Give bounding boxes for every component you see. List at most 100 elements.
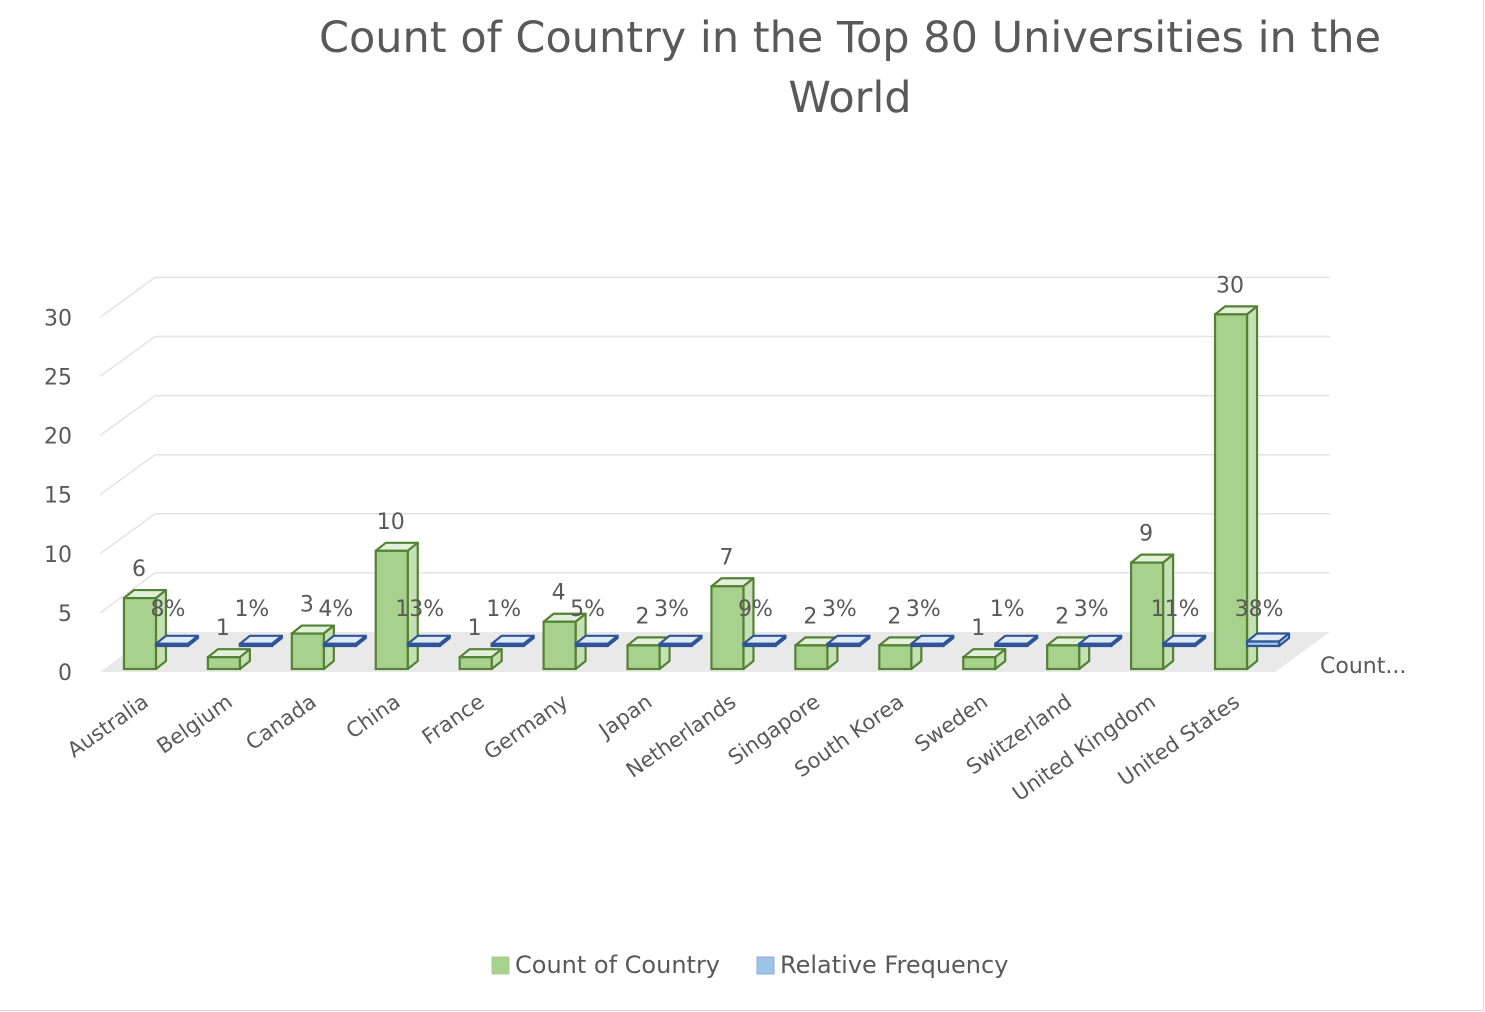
y-tick-label: 30	[44, 306, 72, 331]
bar-count-netherlands	[710, 577, 755, 671]
data-label-count: 1	[216, 616, 230, 641]
bar-count-united-states	[1213, 305, 1259, 671]
bar-relfreq-germany	[574, 634, 619, 648]
bar-relfreq-united-states-front	[1245, 640, 1281, 648]
category-label: Germany	[480, 689, 573, 764]
y-axis-tick-labels: 0 5 10 15 20 25 30	[44, 306, 72, 686]
data-label-relfreq: 3%	[906, 597, 941, 622]
bar-count-united-kingdom-front	[1130, 561, 1165, 671]
category-label: Belgium	[152, 689, 236, 758]
bar-relfreq-switzerland	[1078, 634, 1123, 648]
gridline-side-6	[99, 276, 156, 319]
bar-relfreq-united-kingdom-front	[1162, 642, 1197, 648]
bar-relfreq-china-front	[406, 642, 441, 648]
gridline-side-5	[99, 335, 156, 378]
bar-relfreq-south-korea	[910, 634, 955, 648]
data-label-count: 10	[377, 510, 405, 535]
bar-relfreq-singapore-front	[826, 642, 861, 648]
gridline-side-3	[99, 454, 156, 496]
bar-relfreq-australia	[154, 634, 200, 648]
gridline-side-1	[99, 572, 156, 614]
bar-relfreq-singapore	[826, 634, 871, 648]
bar-relfreq-sweden	[994, 634, 1039, 648]
bar-count-united-states-front	[1213, 313, 1249, 671]
data-label-count: 2	[887, 604, 901, 629]
y-tick-label: 15	[44, 484, 72, 509]
bar-count-netherlands-front	[710, 585, 745, 671]
bar-count-netherlands-side	[742, 577, 755, 671]
bar-relfreq-japan	[658, 634, 703, 648]
data-label-count: 2	[1055, 604, 1069, 629]
gridline-side-4	[99, 394, 156, 437]
data-label-relfreq: 5%	[570, 597, 605, 622]
y-tick-label: 0	[58, 661, 72, 686]
chart-title: Count of Country in the Top 80 Universit…	[319, 13, 1381, 123]
data-label-relfreq: 8%	[151, 597, 186, 622]
data-label-count: 1	[468, 616, 482, 641]
bar-count-canada	[290, 624, 335, 671]
category-label: France	[418, 689, 489, 749]
bar-relfreq-germany-front	[574, 642, 609, 648]
category-label: Canada	[241, 689, 320, 755]
y-tick-label: 10	[44, 543, 72, 568]
category-label: China	[342, 689, 405, 743]
bar-count-france	[458, 648, 503, 671]
data-label-relfreq: 9%	[738, 597, 773, 622]
bar-relfreq-belgium-front	[238, 642, 273, 648]
bar-count-south-korea-front	[878, 644, 913, 671]
legend: Count of Country Relative Frequency	[491, 951, 1008, 979]
bar-count-germany-front	[542, 620, 577, 671]
data-label-count: 6	[132, 557, 146, 582]
bar-relfreq-china	[406, 634, 451, 648]
data-label-relfreq: 3%	[822, 597, 857, 622]
bar-count-sweden	[962, 648, 1007, 671]
data-label-count: 7	[719, 545, 733, 570]
bar-relfreq-netherlands-front	[742, 642, 777, 648]
bar-count-belgium-front	[206, 656, 241, 671]
data-label-count: 2	[803, 604, 817, 629]
chart-title-line-1: Count of Country in the Top 80 Universit…	[319, 13, 1381, 63]
bar-count-australia	[122, 588, 168, 671]
gridlines	[99, 276, 1330, 614]
legend-label-count-of-country: Count of Country	[515, 951, 720, 979]
bar-relfreq-united-kingdom	[1162, 634, 1207, 648]
data-label-count: 4	[552, 581, 566, 606]
bar-count-australia-front	[122, 596, 158, 671]
bar-count-china-front	[374, 549, 409, 671]
data-label-count: 9	[1139, 522, 1153, 547]
legend-swatch-count-of-country	[491, 956, 510, 975]
bar-relfreq-belgium	[238, 634, 283, 648]
data-label-relfreq: 13%	[395, 597, 444, 622]
data-label-relfreq: 1%	[990, 597, 1025, 622]
data-label-relfreq: 3%	[654, 597, 689, 622]
data-label-count: 1	[971, 616, 985, 641]
bar-relfreq-france	[490, 634, 535, 648]
y-tick-label: 20	[44, 425, 72, 450]
bars	[122, 305, 1291, 671]
data-label-count: 30	[1216, 273, 1244, 298]
data-label-count: 2	[636, 604, 650, 629]
bar-relfreq-united-states	[1245, 632, 1291, 648]
y-tick-label: 25	[44, 366, 72, 391]
bar-relfreq-netherlands	[742, 634, 787, 648]
bar-count-japan-front	[626, 644, 661, 671]
y-tick-label: 5	[58, 602, 72, 627]
bar-relfreq-australia-front	[154, 642, 190, 648]
depth-axis-label: Count...	[1320, 654, 1406, 679]
data-label-relfreq: 1%	[234, 597, 269, 622]
data-label-relfreq: 1%	[486, 597, 521, 622]
category-labels: Australia Belgium Canada China FranceGermany…	[63, 689, 1244, 805]
bar-count-canada-side	[322, 624, 335, 671]
bar-relfreq-south-korea-front	[910, 642, 945, 648]
data-label-relfreq: 3%	[1074, 597, 1109, 622]
bar-relfreq-switzerland-front	[1078, 642, 1113, 648]
data-label-count: 3	[300, 593, 314, 618]
gridline-side-2	[99, 513, 156, 555]
bar-count-belgium	[206, 648, 251, 671]
bar-relfreq-sweden-front	[994, 642, 1029, 648]
bar-count-france-front	[458, 656, 493, 671]
category-label: United Kingdom	[1008, 689, 1160, 805]
